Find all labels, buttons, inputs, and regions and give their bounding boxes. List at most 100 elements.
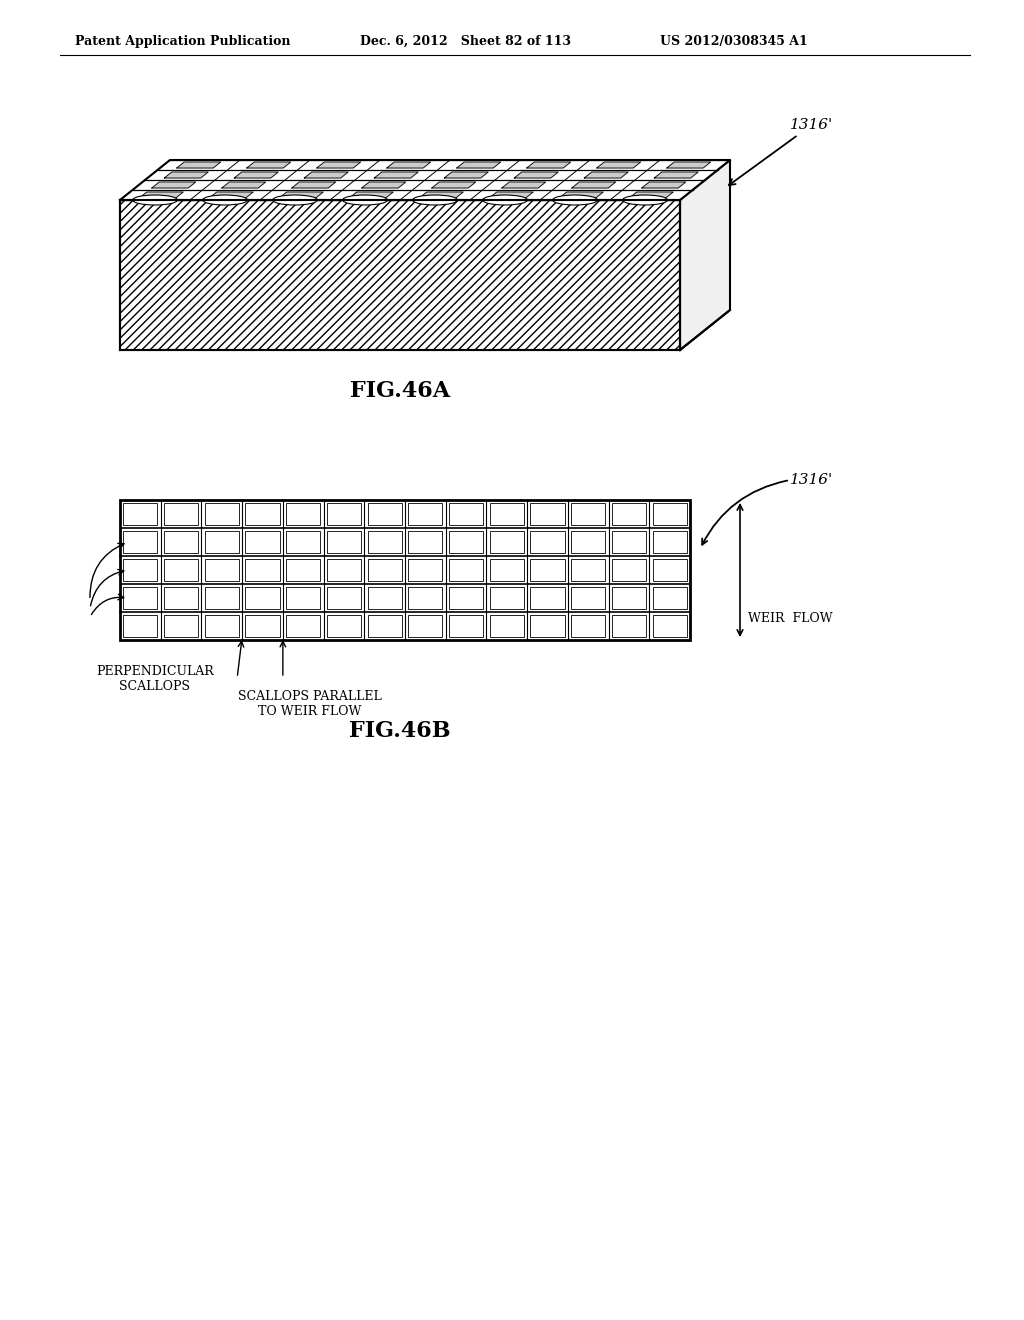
Bar [530,615,564,636]
Bar [123,587,158,609]
Polygon shape [375,172,418,178]
Bar [530,587,564,609]
Text: Dec. 6, 2012   Sheet 82 of 113: Dec. 6, 2012 Sheet 82 of 113 [360,36,571,48]
Polygon shape [120,201,680,350]
Polygon shape [316,162,360,168]
Bar [123,560,158,581]
Bar [205,503,239,524]
Bar [205,532,239,553]
Polygon shape [222,182,265,187]
Bar [123,615,158,636]
Bar [286,560,321,581]
Bar [327,532,361,553]
Bar [246,587,280,609]
Bar [449,560,483,581]
Bar [409,615,442,636]
Bar [489,503,524,524]
Polygon shape [387,162,431,168]
Bar [368,615,401,636]
Polygon shape [280,191,324,198]
Polygon shape [667,162,711,168]
Ellipse shape [272,195,317,205]
Bar [571,532,605,553]
Polygon shape [444,172,488,178]
Bar [246,560,280,581]
Polygon shape [642,182,686,187]
Bar [409,587,442,609]
Polygon shape [597,162,641,168]
Bar [652,503,687,524]
Bar [449,587,483,609]
Ellipse shape [482,195,527,205]
Polygon shape [139,191,183,198]
Text: 1316': 1316' [729,117,834,185]
Polygon shape [514,172,558,178]
Polygon shape [630,191,673,198]
Bar [409,560,442,581]
Bar [571,503,605,524]
Polygon shape [457,162,501,168]
Bar [205,587,239,609]
Bar [611,587,646,609]
Polygon shape [120,160,730,201]
Polygon shape [559,191,603,198]
Polygon shape [489,191,534,198]
Polygon shape [349,191,393,198]
Bar [409,503,442,524]
Bar [246,503,280,524]
Bar [611,615,646,636]
Bar [164,560,199,581]
Polygon shape [152,182,196,187]
Text: US 2012/0308345 A1: US 2012/0308345 A1 [660,36,808,48]
Bar [246,615,280,636]
Text: WEIR  FLOW: WEIR FLOW [748,612,833,626]
Bar [449,503,483,524]
Polygon shape [571,182,615,187]
Bar [652,587,687,609]
Bar [489,587,524,609]
Polygon shape [209,191,253,198]
Bar [489,532,524,553]
Polygon shape [247,162,291,168]
Bar [489,560,524,581]
Bar [571,560,605,581]
Bar [327,615,361,636]
Ellipse shape [553,195,597,205]
Text: PERPENDICULAR
SCALLOPS: PERPENDICULAR SCALLOPS [96,665,214,693]
Bar [530,560,564,581]
Bar [205,560,239,581]
Polygon shape [361,182,406,187]
Ellipse shape [413,195,458,205]
Polygon shape [585,172,628,178]
Polygon shape [526,162,570,168]
Ellipse shape [203,195,248,205]
Bar [123,532,158,553]
Bar [571,615,605,636]
Polygon shape [177,162,221,168]
Ellipse shape [132,195,177,205]
Bar [449,532,483,553]
Bar [164,587,199,609]
Bar [530,503,564,524]
Ellipse shape [343,195,387,205]
Bar [120,500,690,640]
Bar [286,615,321,636]
Bar [246,532,280,553]
Bar [164,503,199,524]
Polygon shape [654,172,698,178]
Polygon shape [304,172,348,178]
Text: SCALLOPS PARALLEL
TO WEIR FLOW: SCALLOPS PARALLEL TO WEIR FLOW [239,690,382,718]
Bar [286,587,321,609]
Bar [652,560,687,581]
Bar [327,503,361,524]
Polygon shape [419,191,463,198]
Bar [205,615,239,636]
Bar [611,503,646,524]
Bar [611,532,646,553]
Polygon shape [234,172,279,178]
Bar [489,615,524,636]
Bar [368,587,401,609]
Bar [164,615,199,636]
Bar [409,532,442,553]
Polygon shape [164,172,208,178]
